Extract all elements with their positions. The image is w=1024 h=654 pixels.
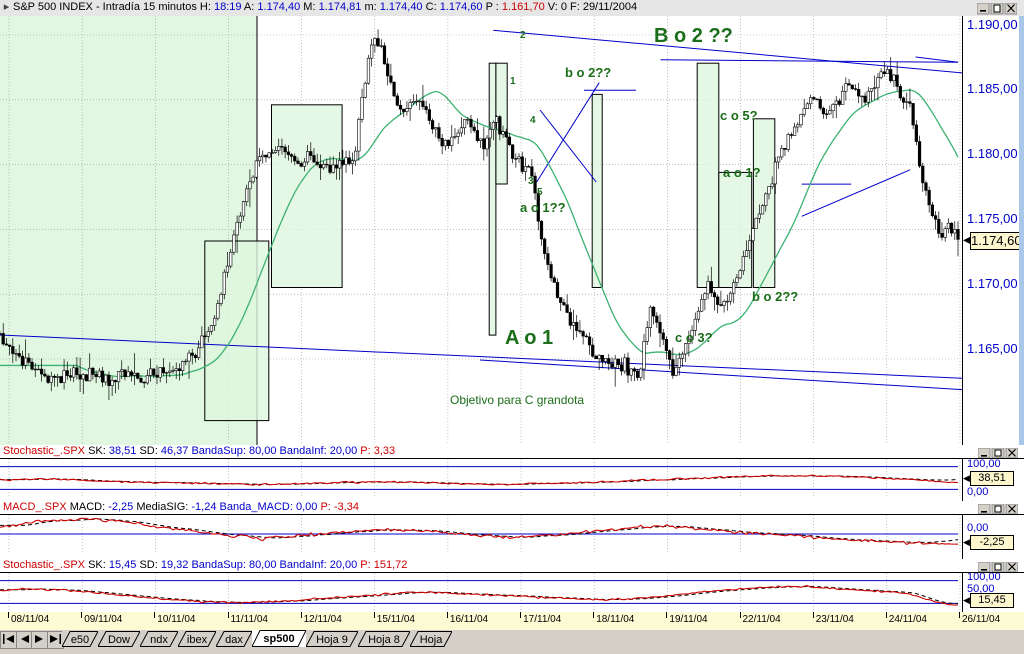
svg-text:A o 1: A o 1 — [505, 327, 553, 349]
svg-text:5: 5 — [537, 187, 543, 198]
svg-text:4: 4 — [530, 115, 536, 126]
svg-text:a o 1??: a o 1?? — [520, 200, 566, 215]
svg-text:b o 2??: b o 2?? — [565, 65, 611, 80]
svg-text:2: 2 — [520, 30, 526, 41]
svg-text:c o 5?: c o 5? — [720, 108, 758, 123]
svg-text:3: 3 — [528, 176, 534, 187]
svg-text:a o 1?: a o 1? — [723, 165, 761, 180]
svg-text:Objetivo para C grandota: Objetivo para C grandota — [450, 393, 584, 407]
svg-text:1: 1 — [510, 76, 516, 87]
svg-text:B o 2 ??: B o 2 ?? — [654, 25, 733, 47]
svg-text:c o 3?: c o 3? — [675, 330, 713, 345]
svg-text:b o 2??: b o 2?? — [752, 289, 798, 304]
